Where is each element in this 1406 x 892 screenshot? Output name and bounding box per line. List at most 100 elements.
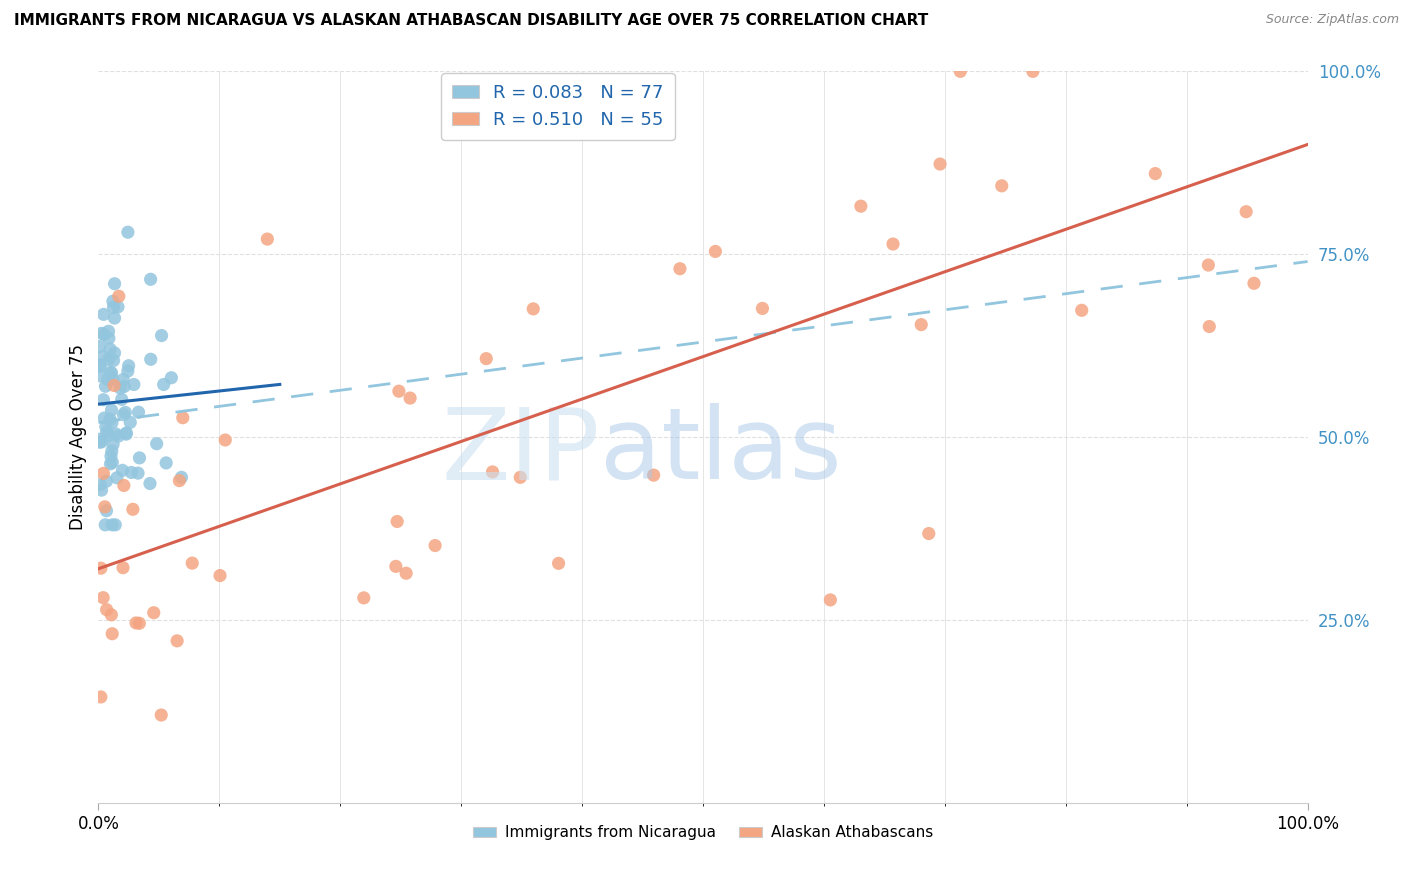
Point [395, 566, 418, 581]
Point [112, 372, 135, 386]
Point [704, 244, 727, 259]
Point [93, 307, 115, 321]
Point [100, 607, 122, 622]
Point [107, 300, 129, 314]
Point [110, 381, 132, 395]
Point [111, 392, 134, 407]
Point [97, 324, 120, 338]
Point [669, 261, 692, 276]
Point [820, 593, 842, 607]
Point [128, 450, 150, 465]
Point [139, 476, 162, 491]
Point [93, 467, 115, 481]
Point [96, 474, 118, 488]
Point [112, 478, 135, 492]
Point [990, 178, 1012, 193]
Point [97, 352, 120, 367]
Point [101, 294, 124, 309]
Point [96, 504, 118, 518]
Point [105, 471, 128, 485]
Point [139, 272, 162, 286]
Point [97, 372, 120, 386]
Point [90, 690, 112, 704]
Point [100, 457, 122, 471]
Point [91, 591, 114, 605]
Point [90, 561, 112, 575]
Point [172, 410, 194, 425]
Point [101, 517, 124, 532]
Point [98, 412, 121, 426]
Point [101, 626, 124, 640]
Point [90, 483, 112, 497]
Point [97, 331, 120, 345]
Point [751, 301, 773, 316]
Text: ZIP: ZIP [441, 403, 600, 500]
Point [100, 403, 122, 417]
Point [388, 384, 411, 399]
Point [142, 606, 165, 620]
Point [90, 326, 112, 341]
Point [89, 477, 111, 491]
Point [139, 352, 162, 367]
Point [104, 517, 127, 532]
Point [399, 391, 422, 405]
Point [111, 463, 134, 477]
Point [918, 526, 941, 541]
Point [101, 437, 124, 451]
Point [103, 353, 125, 368]
Text: Source: ZipAtlas.com: Source: ZipAtlas.com [1265, 13, 1399, 27]
Point [111, 560, 134, 574]
Text: IMMIGRANTS FROM NICARAGUA VS ALASKAN ATHABASCAN DISABILITY AGE OVER 75 CORRELATI: IMMIGRANTS FROM NICARAGUA VS ALASKAN ATH… [14, 13, 928, 29]
Point [108, 289, 131, 303]
Point [96, 602, 118, 616]
Point [107, 429, 129, 443]
Point [101, 455, 124, 469]
Point [155, 456, 177, 470]
Point [117, 359, 139, 373]
Point [96, 425, 118, 439]
Point [100, 449, 122, 463]
Point [98, 366, 121, 380]
Point [117, 364, 139, 378]
Point [89, 432, 111, 446]
Point [150, 328, 173, 343]
Point [208, 568, 231, 582]
Point [89, 339, 111, 353]
Point [256, 232, 278, 246]
Point [170, 470, 193, 484]
Point [103, 378, 125, 392]
Point [475, 351, 498, 366]
Point [98, 342, 121, 356]
Point [1198, 319, 1220, 334]
Point [93, 327, 115, 342]
Point [152, 377, 174, 392]
Point [385, 559, 408, 574]
Point [94, 419, 117, 434]
Point [910, 318, 932, 332]
Text: atlas: atlas [600, 403, 842, 500]
Point [117, 225, 139, 239]
Point [114, 405, 136, 419]
Point [94, 517, 117, 532]
Point [97, 428, 120, 442]
Point [1234, 204, 1257, 219]
Point [929, 157, 952, 171]
Point [103, 346, 125, 360]
Point [169, 474, 191, 488]
Point [385, 515, 408, 529]
Y-axis label: Disability Age Over 75: Disability Age Over 75 [69, 344, 87, 530]
Point [103, 311, 125, 326]
Point [91, 350, 114, 364]
Point [181, 556, 204, 570]
Point [128, 616, 150, 631]
Point [166, 633, 188, 648]
Point [423, 539, 446, 553]
Point [1070, 303, 1092, 318]
Point [94, 379, 117, 393]
Point [93, 392, 115, 407]
Point [882, 237, 904, 252]
Point [1022, 64, 1045, 78]
Point [112, 379, 135, 393]
Point [481, 465, 503, 479]
Point [125, 615, 148, 630]
